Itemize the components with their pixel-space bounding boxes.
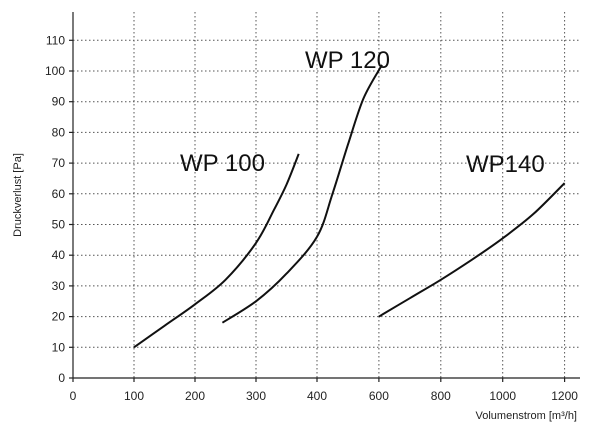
x-tick-label: 100 [124,389,144,403]
x-tick-label: 200 [185,389,205,403]
x-tick-label: 300 [246,389,266,403]
y-tick-label: 100 [45,64,65,78]
y-tick-label: 10 [52,340,66,354]
curve-labels: WP 100 WP 120 WP140 [180,47,545,178]
label-wp140: WP140 [466,151,545,178]
x-tick-label: 1200 [551,389,578,403]
y-tick-label: 20 [52,310,66,324]
grid [69,12,580,382]
y-tick-labels: 0 10 20 30 40 50 60 70 80 90 100 110 [45,33,65,385]
x-tick-label: 400 [307,389,327,403]
y-tick-label: 80 [52,125,66,139]
y-tick-label: 90 [52,95,66,109]
y-tick-label: 70 [52,156,66,170]
y-tick-label: 40 [52,248,66,262]
y-tick-label: 30 [52,279,66,293]
x-tick-label: 0 [70,389,77,403]
y-axis-label: Druckverlust [Pa] [12,153,24,237]
axes [72,12,580,379]
y-tick-label: 50 [52,218,66,232]
curves [133,64,566,349]
label-wp100: WP 100 [180,150,265,177]
x-tick-label: 1000 [489,389,516,403]
x-tick-label: 600 [369,389,389,403]
curve-wp100 [133,153,300,349]
y-tick-label: 0 [58,371,65,385]
curve-wp140 [378,182,566,318]
label-wp120: WP 120 [305,47,390,74]
curve-wp120 [221,64,383,324]
x-tick-labels: 0 100 200 300 400 600 800 1000 1200 [70,389,579,403]
x-axis-label: Volumenstrom [m³/h] [476,410,577,422]
y-tick-label: 110 [46,33,65,47]
x-tick-label: 800 [431,389,451,403]
y-tick-label: 60 [52,187,66,201]
